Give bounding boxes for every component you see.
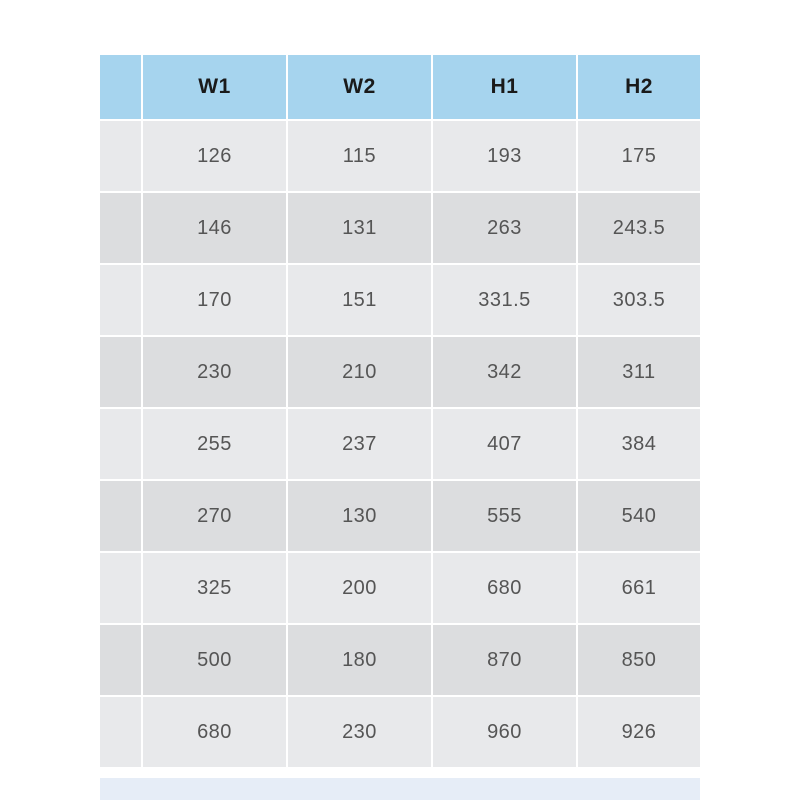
table-row: 170 151 331.5 303.5 [100, 265, 700, 337]
table-cell: 680 [433, 553, 578, 623]
table-footer-strip [100, 778, 700, 800]
column-header: W1 [143, 55, 288, 119]
table-cell: 151 [288, 265, 433, 335]
table-cell: 407 [433, 409, 578, 479]
table-cell: 850 [621, 648, 657, 671]
table-cell: 131 [288, 193, 433, 263]
table-cell: 303.5 [612, 288, 666, 311]
table-cell [100, 121, 143, 191]
table-cell: 555 [433, 481, 578, 551]
table-cell [100, 337, 143, 407]
table-cell: 311 [622, 360, 656, 383]
table-cell: 960 [433, 697, 578, 767]
table-cell: 540 [621, 504, 657, 527]
column-header: H1 [433, 55, 578, 119]
table-cell: 255 [143, 409, 288, 479]
table-cell: 170 [143, 265, 288, 335]
table-cell [100, 697, 143, 767]
table-header: W1 W2 H1 H2 [100, 55, 700, 121]
table-cell: 325 [143, 553, 288, 623]
table-cell: 263 [433, 193, 578, 263]
table-cell: 130 [288, 481, 433, 551]
table-cell [100, 553, 143, 623]
table-cell [100, 193, 143, 263]
table-row: 255 237 407 384 [100, 409, 700, 481]
table-row: 270 130 555 540 [100, 481, 700, 553]
table-cell: 126 [143, 121, 288, 191]
table-row: 500 180 870 850 [100, 625, 700, 697]
column-header: H2 [625, 75, 653, 98]
table-cell [100, 265, 143, 335]
data-table: W1 W2 H1 H2 126 115 193 175 146 131 263 243.5 170 15… [100, 55, 700, 769]
table-row: 680 230 960 926 [100, 697, 700, 769]
table-cell: 230 [143, 337, 288, 407]
table-cell: 926 [621, 720, 657, 743]
table-cell: 661 [621, 576, 657, 599]
table-cell: 270 [143, 481, 288, 551]
table-cell: 115 [288, 121, 433, 191]
table-cell: 175 [621, 144, 657, 167]
table-cell: 342 [433, 337, 578, 407]
table-row: 230 210 342 311 [100, 337, 700, 409]
table-cell: 870 [433, 625, 578, 695]
table-cell: 193 [433, 121, 578, 191]
table-row: 325 200 680 661 [100, 553, 700, 625]
table-cell [100, 409, 143, 479]
table-cell: 200 [288, 553, 433, 623]
column-header [100, 55, 143, 119]
table-cell: 243.5 [612, 216, 666, 239]
table-cell: 146 [143, 193, 288, 263]
table-row: 146 131 263 243.5 [100, 193, 700, 265]
table-cell [100, 481, 143, 551]
table-cell: 210 [288, 337, 433, 407]
column-header: W2 [288, 55, 433, 119]
table-row: 126 115 193 175 [100, 121, 700, 193]
table-cell: 331.5 [433, 265, 578, 335]
table-cell: 500 [143, 625, 288, 695]
table-cell: 180 [288, 625, 433, 695]
table-cell [100, 625, 143, 695]
table-cell: 237 [288, 409, 433, 479]
table-cell: 230 [288, 697, 433, 767]
table-cell: 680 [143, 697, 288, 767]
table-cell: 384 [621, 432, 657, 455]
